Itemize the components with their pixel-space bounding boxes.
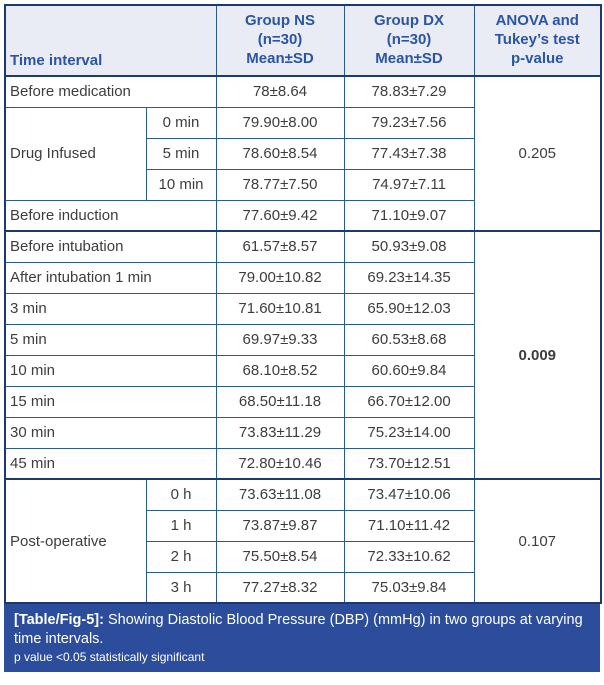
row-label: Before medication (4, 75, 217, 108)
row-label: Before intubation (4, 230, 217, 263)
table-row: 2 h 75.50±8.54 72.33±10.62 (5, 540, 601, 573)
table-row: 45 min 72.80±10.46 73.70±12.51 (4, 447, 601, 480)
row-label: 30 min (4, 416, 217, 449)
table-row: 10 min 78.77±7.50 74.97±7.11 (5, 168, 601, 201)
value-ns: 78.60±8.54 (215, 137, 345, 170)
value-dx: 71.10±9.07 (343, 199, 475, 232)
value-dx: 66.70±12.00 (343, 385, 475, 418)
value-ns: 77.60±9.42 (215, 199, 345, 232)
value-dx: 72.33±10.62 (343, 540, 475, 573)
value-dx: 78.83±7.29 (343, 75, 475, 108)
value-ns: 78.77±7.50 (215, 168, 345, 201)
row-group-label: Post-operative (4, 478, 147, 604)
value-dx: 77.43±7.38 (343, 137, 475, 170)
value-ns: 77.27±8.32 (215, 571, 345, 604)
value-ns: 61.57±8.57 (215, 230, 345, 263)
table-row: Before intubation 61.57±8.57 50.93±9.08 … (4, 230, 602, 480)
value-dx: 69.23±14.35 (343, 261, 475, 294)
table-row: Before induction 77.60±9.42 71.10±9.07 (4, 199, 601, 232)
row-sub-label: 1 h (145, 509, 217, 542)
value-ns: 73.63±11.08 (215, 478, 345, 511)
value-ns: 68.50±11.18 (215, 385, 345, 418)
value-dx: 65.90±12.03 (343, 292, 475, 325)
table-row: 30 min 73.83±11.29 75.23±14.00 (4, 416, 601, 449)
caption-label: [Table/Fig-5]: (14, 612, 104, 628)
row-sub-label: 10 min (145, 168, 217, 201)
value-dx: 71.10±11.42 (343, 509, 475, 542)
row-label: 15 min (4, 385, 217, 418)
value-dx: 75.23±14.00 (343, 416, 475, 449)
value-ns: 79.00±10.82 (215, 261, 345, 294)
value-dx: 60.53±8.68 (343, 323, 475, 356)
p-value-cell: 0.205 (473, 75, 602, 232)
value-dx: 74.97±7.11 (343, 168, 475, 201)
value-ns: 75.50±8.54 (215, 540, 345, 573)
table-row: 5 min 78.60±8.54 77.43±7.38 (5, 137, 601, 170)
header-anova-pvalue: ANOVA and Tukey’s test p-value (473, 4, 602, 77)
row-sub-label: 0 h (145, 478, 217, 511)
table-header: Time interval Group NS (n=30) Mean±SD Gr… (4, 4, 602, 77)
header-row: Time interval Group NS (n=30) Mean±SD Gr… (4, 4, 602, 77)
value-ns: 79.90±8.00 (215, 106, 345, 139)
row-sub-label: 5 min (145, 137, 217, 170)
table-row: Post-operative 0 h 73.63±11.08 73.47±10.… (4, 478, 602, 604)
value-dx: 75.03±9.84 (343, 571, 475, 604)
value-ns: 73.87±9.87 (215, 509, 345, 542)
caption-body: Showing Diastolic Blood Pressure (DBP) (… (14, 612, 583, 647)
value-ns: 73.83±11.29 (215, 416, 345, 449)
table-body: Before medication 78±8.64 78.83±7.29 0.2… (4, 75, 602, 604)
value-ns: 71.60±10.81 (215, 292, 345, 325)
table-row: After intubation 1 min 79.00±10.82 69.23… (4, 261, 601, 294)
value-dx: 50.93±9.08 (343, 230, 475, 263)
row-label: 5 min (4, 323, 217, 356)
table-row: 15 min 68.50±11.18 66.70±12.00 (4, 385, 601, 418)
row-label: After intubation 1 min (4, 261, 217, 294)
table-row: 5 min 69.97±9.33 60.53±8.68 (4, 323, 601, 356)
p-value-cell: 0.107 (473, 478, 602, 604)
row-label: 10 min (4, 354, 217, 387)
caption-text: [Table/Fig-5]: Showing Diastolic Blood P… (14, 611, 590, 648)
value-ns: 69.97±9.33 (215, 323, 345, 356)
value-ns: 78±8.64 (215, 75, 345, 108)
figure-caption: [Table/Fig-5]: Showing Diastolic Blood P… (4, 604, 600, 672)
row-group-label: Drug Infused (4, 106, 147, 201)
row-label: 45 min (4, 447, 217, 480)
value-dx: 60.60±9.84 (343, 354, 475, 387)
row-sub-label: 2 h (145, 540, 217, 573)
value-dx: 79.23±7.56 (343, 106, 475, 139)
value-ns: 72.80±10.46 (215, 447, 345, 480)
header-time-interval: Time interval (4, 4, 217, 77)
row-label: 3 min (4, 292, 217, 325)
dbp-data-table: Time interval Group NS (n=30) Mean±SD Gr… (4, 4, 603, 604)
value-dx: 73.47±10.06 (343, 478, 475, 511)
caption-note: p value <0.05 statistically significant (14, 650, 205, 665)
value-ns: 68.10±8.52 (215, 354, 345, 387)
row-sub-label: 3 h (145, 571, 217, 604)
header-group-dx: Group DX (n=30) Mean±SD (343, 4, 475, 77)
value-dx: 73.70±12.51 (343, 447, 475, 480)
row-sub-label: 0 min (145, 106, 217, 139)
table-row: 10 min 68.10±8.52 60.60±9.84 (4, 354, 601, 387)
p-value-cell: 0.009 (473, 230, 602, 480)
table-row: 3 h 77.27±8.32 75.03±9.84 (5, 571, 601, 604)
header-group-ns: Group NS (n=30) Mean±SD (215, 4, 345, 77)
table-row: Before medication 78±8.64 78.83±7.29 0.2… (4, 75, 602, 232)
row-label: Before induction (4, 199, 217, 232)
table-row: 3 min 71.60±10.81 65.90±12.03 (4, 292, 601, 325)
table-row: Drug Infused 0 min 79.90±8.00 79.23±7.56 (4, 106, 601, 201)
